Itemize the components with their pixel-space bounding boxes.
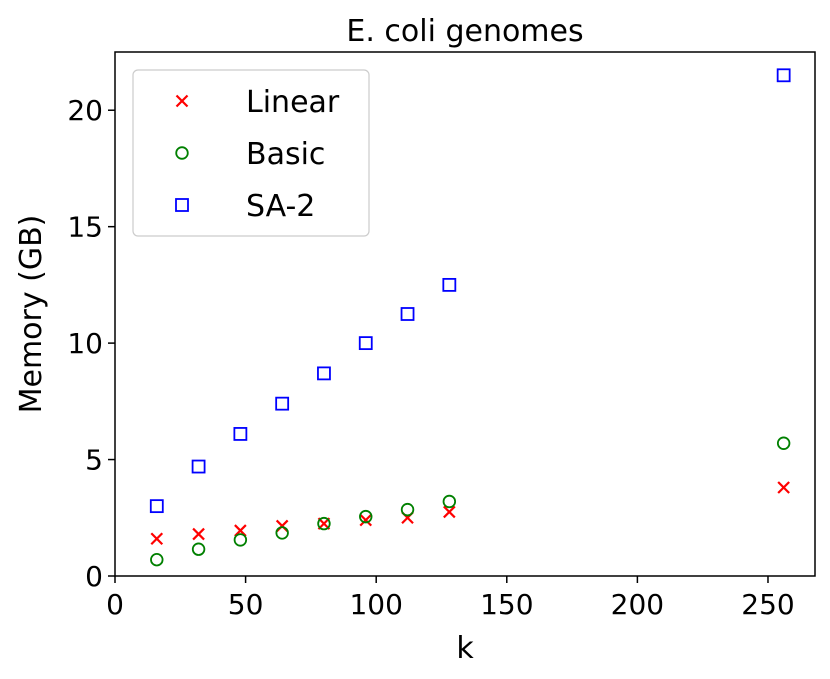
x-axis-ticks: 0 50 100 150 200 250 — [106, 576, 795, 621]
data-point — [400, 502, 415, 517]
legend-marker — [175, 198, 189, 212]
x-tick-label: 0 — [106, 588, 124, 621]
data-point — [150, 532, 164, 546]
data-point — [150, 552, 164, 567]
legend-box — [132, 69, 370, 237]
x-tick-label: 100 — [349, 588, 402, 621]
data-point — [192, 527, 205, 541]
data-point — [400, 307, 415, 321]
legend-label: SA-2 — [246, 189, 315, 224]
legend-marker — [175, 146, 189, 160]
data-point — [233, 427, 248, 441]
data-point — [234, 524, 247, 537]
y-axis-ticks: 0 5 10 15 20 — [67, 94, 115, 593]
legend-marker — [175, 94, 189, 108]
data-point — [191, 542, 206, 556]
series-sa-2 — [149, 68, 791, 514]
data-points — [149, 68, 791, 567]
plot-frame — [114, 51, 816, 577]
y-tick-label: 5 — [85, 444, 103, 477]
data-point — [359, 509, 373, 524]
data-point — [442, 277, 457, 292]
x-tick-label: 200 — [611, 588, 664, 621]
x-axis-label: k — [456, 631, 474, 666]
chart-title: E. coli genomes — [346, 14, 583, 49]
y-tick-label: 20 — [67, 94, 103, 127]
data-point — [776, 68, 791, 83]
legend-label: Linear — [246, 85, 340, 120]
legend-label: Basic — [246, 137, 325, 172]
data-point — [317, 366, 331, 381]
data-point — [233, 533, 248, 547]
data-point — [317, 516, 331, 531]
x-tick-label: 250 — [741, 588, 794, 621]
data-point — [359, 513, 373, 527]
y-tick-label: 15 — [67, 211, 103, 244]
data-point — [776, 436, 791, 450]
data-point — [275, 526, 289, 540]
data-point — [443, 505, 456, 519]
data-point — [275, 396, 290, 411]
x-tick-label: 150 — [480, 588, 533, 621]
series-basic — [150, 436, 791, 567]
data-point — [777, 481, 790, 494]
series-linear — [150, 481, 790, 546]
data-point — [442, 494, 457, 509]
y-tick-label: 10 — [67, 327, 103, 360]
y-axis-label: Memory (GB) — [14, 215, 49, 414]
data-point — [149, 499, 164, 514]
x-tick-label: 50 — [228, 588, 264, 621]
y-tick-label: 0 — [85, 560, 103, 593]
data-point — [358, 336, 373, 351]
data-point — [191, 459, 206, 474]
legend: Linear Basic SA-2 — [132, 69, 370, 237]
